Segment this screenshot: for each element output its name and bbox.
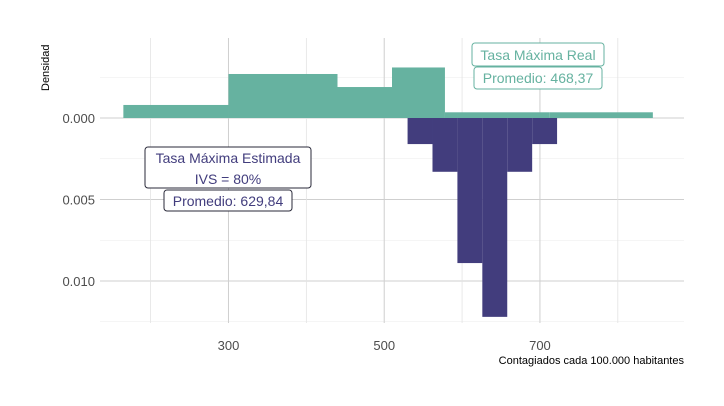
real-bin-bar-5	[549, 112, 653, 118]
est-mean-label: Promedio: 629,84	[173, 193, 284, 209]
est-title-box	[144, 146, 312, 189]
estimated-bin-bar-2	[457, 118, 483, 264]
estimated-annotation: Tasa Máxima Estimada IVS = 80% Promedio:…	[144, 146, 312, 212]
real-mean-box	[473, 66, 603, 90]
y-axis-ticks: 0.000 0.005 0.010	[62, 111, 95, 289]
real-bin-bar-0	[123, 104, 229, 118]
estimated-bin-bar-3	[482, 118, 508, 317]
x-axis-ticks: 300 500 700	[218, 338, 551, 353]
real-bin-bar-4	[444, 112, 550, 118]
est-title-line1: Tasa Máxima Estimada	[156, 150, 301, 166]
real-mean-label: Promedio: 468,37	[483, 70, 594, 86]
x-tick-label: 500	[373, 338, 395, 353]
real-bin-bar-1	[228, 73, 338, 118]
y-tick-label: 0.010	[62, 274, 95, 289]
real-title-box	[471, 42, 605, 67]
y-tick-label: 0.000	[62, 111, 95, 126]
x-tick-label: 300	[218, 338, 240, 353]
real-title-label: Tasa Máxima Real	[480, 47, 595, 63]
estimated-bin-bar-5	[532, 118, 558, 145]
real-histogram	[123, 67, 653, 118]
x-axis-title: Contagiados cada 100.000 habitantes	[499, 355, 685, 367]
estimated-histogram	[407, 118, 558, 317]
estimated-bin-bar-1	[432, 118, 458, 172]
estimated-bin-bar-4	[507, 118, 533, 172]
real-annotation: Tasa Máxima Real Promedio: 468,37	[471, 42, 605, 90]
real-bin-bar-2	[337, 87, 392, 118]
est-title-line2: IVS = 80%	[195, 171, 262, 187]
est-mean-box	[163, 189, 293, 212]
x-tick-label: 700	[529, 338, 551, 353]
estimated-bin-bar-0	[407, 118, 433, 145]
y-tick-label: 0.005	[62, 193, 95, 208]
y-axis-title: Densidad	[40, 45, 52, 91]
real-bin-bar-3	[392, 67, 445, 118]
